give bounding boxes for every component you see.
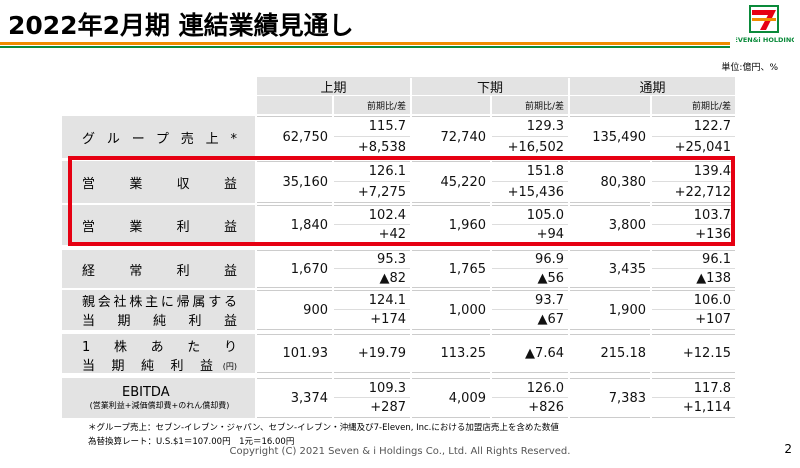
unit: 単位:億円、% bbox=[721, 63, 778, 73]
row-label: EBITDA (営業利益+減価償却費+のれん償却費) bbox=[62, 378, 255, 418]
amount: 62,750 bbox=[257, 116, 332, 158]
amount: 72,740 bbox=[412, 116, 490, 158]
label-line: 当期純利益 bbox=[82, 358, 213, 374]
highlight-box bbox=[68, 156, 735, 246]
label-line: 営業収益 bbox=[82, 176, 237, 192]
amount: 900 bbox=[257, 290, 332, 330]
ratio: 115.7 bbox=[334, 116, 410, 137]
diff: +287 bbox=[334, 398, 410, 418]
label-line: 親会社株主に帰属する bbox=[82, 295, 237, 310]
diff: +16,502 bbox=[492, 137, 568, 158]
period-header: 通期 bbox=[570, 78, 735, 96]
label-line: 当期純利益 bbox=[82, 314, 237, 329]
diff: ▲56 bbox=[492, 269, 568, 288]
amount: 1,670 bbox=[257, 250, 332, 288]
amount: 3,374 bbox=[257, 378, 332, 418]
diff: +826 bbox=[492, 398, 568, 418]
amount: 4,009 bbox=[412, 378, 490, 418]
amount: 35,160 bbox=[257, 161, 332, 203]
logo-text: SEVEN&i HOLDINGS bbox=[736, 36, 794, 44]
diff: +8,538 bbox=[334, 137, 410, 158]
ratio: 105.0 bbox=[492, 205, 568, 225]
ratio: 96.9 bbox=[492, 250, 568, 269]
diff: ▲82 bbox=[334, 269, 410, 288]
amount: 135,490 bbox=[570, 116, 650, 158]
ratio: 106.0 bbox=[652, 290, 735, 310]
sub-header-blank bbox=[570, 96, 650, 114]
diff: ▲138 bbox=[652, 269, 735, 288]
rule-green bbox=[0, 46, 730, 48]
ratio: 122.7 bbox=[652, 116, 735, 137]
amount: 215.18 bbox=[570, 334, 650, 373]
row-label: 1株あたり当期純利益 (円) bbox=[62, 334, 255, 374]
ratio: 95.3 bbox=[334, 250, 410, 269]
diff: ▲67 bbox=[492, 310, 568, 330]
diff: +22,712 bbox=[652, 182, 735, 203]
diff: ▲7.64 bbox=[492, 334, 568, 373]
label-note: (円) bbox=[222, 361, 237, 371]
amount: 80,380 bbox=[570, 161, 650, 203]
ratio: 126.1 bbox=[334, 161, 410, 182]
sub-header-blank bbox=[412, 96, 490, 114]
diff: +12.15 bbox=[652, 334, 735, 373]
amount: 1,765 bbox=[412, 250, 490, 288]
ratio: 96.1 bbox=[652, 250, 735, 269]
row-label: 営業利益 bbox=[62, 205, 255, 245]
period-header: 上期 bbox=[257, 78, 410, 96]
page-number: 2 bbox=[784, 442, 792, 456]
title: 2022年2月期 連結業績見通し bbox=[8, 11, 354, 40]
diff: +174 bbox=[334, 310, 410, 330]
label-line: グループ売上* bbox=[82, 131, 237, 147]
logo: SEVEN&i HOLDINGS bbox=[736, 5, 794, 44]
period-header: 下期 bbox=[412, 78, 568, 96]
ratio: 102.4 bbox=[334, 205, 410, 225]
amount: 45,220 bbox=[412, 161, 490, 203]
header-blank bbox=[257, 77, 735, 78]
sub-header: 前期比/差 bbox=[334, 96, 410, 114]
amount: 3,435 bbox=[570, 250, 650, 288]
ratio: 117.8 bbox=[652, 378, 735, 398]
ratio: 124.1 bbox=[334, 290, 410, 310]
ratio: 109.3 bbox=[334, 378, 410, 398]
row-label: グループ売上* bbox=[62, 116, 255, 158]
ratio: 139.4 bbox=[652, 161, 735, 182]
row-label: 親会社株主に帰属する 当期純利益 bbox=[62, 290, 255, 330]
amount: 1,000 bbox=[412, 290, 490, 330]
ratio: 129.3 bbox=[492, 116, 568, 137]
copyright: Copyright (C) 2021 Seven & i Holdings Co… bbox=[229, 446, 571, 457]
diff: +19.79 bbox=[334, 334, 410, 373]
label-note: (営業利益+減価償却費+のれん償却費) bbox=[89, 401, 230, 410]
amount: 1,900 bbox=[570, 290, 650, 330]
ratio: 103.7 bbox=[652, 205, 735, 225]
rule-orange bbox=[0, 42, 730, 45]
label-line: 1株あたり bbox=[82, 339, 237, 355]
diff: +7,275 bbox=[334, 182, 410, 203]
amount: 101.93 bbox=[257, 334, 332, 373]
sub-header: 前期比/差 bbox=[492, 96, 568, 114]
label-line: EBITDA bbox=[122, 385, 170, 400]
ratio: 93.7 bbox=[492, 290, 568, 310]
row-label: 営業収益 bbox=[62, 161, 255, 203]
footnote: 為替換算レート：U.S.$1＝107.00円 1元＝16.00円 bbox=[88, 437, 295, 447]
footnote: ＊グループ売上：セブン‐イレブン・ジャパン、セブン‐イレブン・沖縄及び7‐Ele… bbox=[88, 423, 559, 433]
ratio: 126.0 bbox=[492, 378, 568, 398]
row-label: 経常利益 bbox=[62, 250, 255, 288]
amount: 113.25 bbox=[412, 334, 490, 373]
sub-header-blank bbox=[257, 96, 332, 114]
sub-header: 前期比/差 bbox=[652, 96, 735, 114]
diff: +1,114 bbox=[652, 398, 735, 418]
label-line: 営業利益 bbox=[82, 219, 237, 235]
amount: 7,383 bbox=[570, 378, 650, 418]
diff: +107 bbox=[652, 310, 735, 330]
diff: +25,041 bbox=[652, 137, 735, 158]
diff: +15,436 bbox=[492, 182, 568, 203]
ratio: 151.8 bbox=[492, 161, 568, 182]
label-line: 経常利益 bbox=[82, 263, 237, 279]
